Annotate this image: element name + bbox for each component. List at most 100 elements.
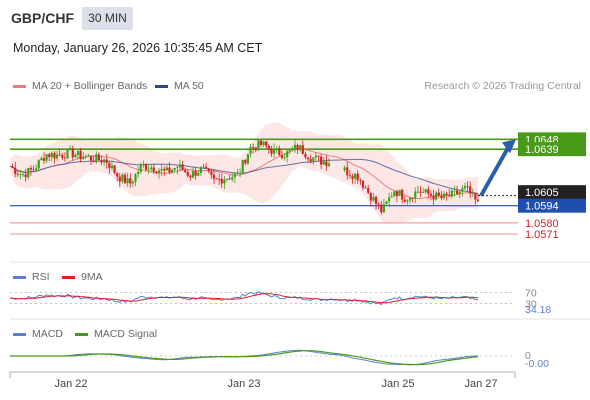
candle-body	[173, 168, 176, 170]
legend-rsi-ma: 9MA	[62, 271, 103, 283]
candle-body	[176, 167, 179, 169]
symbol-title: GBP/CHF	[11, 10, 74, 26]
candle-body	[129, 178, 132, 184]
candle-body	[66, 149, 69, 159]
candle-body	[74, 155, 77, 158]
legend-ma20: MA 20 + Bollinger Bands	[13, 80, 147, 92]
candle-body	[199, 166, 202, 173]
candle-body	[312, 157, 315, 162]
legend-macd: MACD	[13, 328, 63, 340]
legend-label-rsi-ma: 9MA	[81, 271, 103, 283]
candle-body	[419, 191, 422, 193]
candle-body	[411, 197, 414, 199]
forecast-arrowhead	[502, 139, 516, 154]
candle-body	[155, 171, 158, 174]
candle-body	[82, 157, 85, 160]
candle-body	[63, 157, 67, 159]
candle-body	[40, 158, 43, 161]
candle-body	[252, 146, 255, 148]
candle-body	[50, 152, 53, 158]
legend-macd-signal: MACD Signal	[75, 328, 157, 340]
legend-swatch-rsi-ma	[62, 275, 75, 279]
candle-body	[424, 189, 427, 193]
candle-body	[207, 168, 210, 172]
candle-body	[406, 200, 409, 202]
candle-body	[194, 171, 197, 176]
candle-body	[165, 167, 168, 171]
candle-body	[272, 148, 276, 154]
rsi-value-label: 34.18	[525, 304, 551, 316]
candle-body	[445, 193, 448, 196]
candle-body	[95, 154, 98, 163]
candle-body	[110, 165, 114, 169]
candle-body	[267, 145, 270, 149]
candle-body	[14, 167, 17, 174]
candle-body	[228, 178, 231, 180]
candle-body	[100, 160, 103, 163]
candle-body	[380, 204, 383, 213]
candle-body	[244, 159, 247, 164]
candle-body	[142, 163, 145, 165]
candle-body	[469, 186, 472, 194]
candle-body	[157, 170, 161, 174]
candle-body	[189, 175, 192, 178]
macd-line	[10, 349, 478, 366]
candle-body	[218, 178, 221, 180]
legend-label-macd: MACD	[32, 328, 63, 340]
candle-body	[461, 188, 464, 192]
candle-body	[471, 192, 474, 194]
candle-body	[181, 164, 184, 171]
candle-body	[432, 195, 435, 200]
candle-body	[45, 154, 48, 161]
candle-body	[474, 192, 477, 200]
candle-body	[184, 170, 187, 173]
price-levels-layer	[10, 138, 518, 235]
candle-body	[113, 165, 116, 174]
candle-body	[280, 155, 284, 158]
candle-body	[61, 155, 64, 158]
timeframe-button[interactable]: 30 MIN	[82, 7, 133, 30]
x-tick-4: Jan 27	[464, 378, 497, 390]
candle-body	[116, 173, 119, 177]
candle-body	[442, 193, 446, 199]
x-tick-3: Jan 25	[381, 378, 414, 390]
candle-body	[11, 166, 14, 168]
candle-body	[408, 197, 412, 201]
candle-body	[126, 178, 129, 184]
candle-body	[241, 159, 244, 173]
candle-body	[58, 154, 61, 156]
candle-body	[89, 156, 93, 161]
candle-body	[458, 191, 461, 194]
candle-body	[246, 153, 250, 164]
candle-body	[325, 161, 328, 166]
price-label-current: 1.0594	[525, 201, 559, 213]
legend-swatch-macd-signal	[75, 332, 88, 336]
price-label-support-1: 1.0580	[525, 218, 559, 230]
candle-body	[37, 160, 40, 169]
candle-body	[92, 160, 95, 163]
candle-body	[291, 148, 294, 150]
legend-swatch-ma20	[13, 84, 26, 88]
candlestick-layer	[11, 139, 480, 215]
candle-body	[215, 178, 218, 180]
legend-ma50: MA 50	[155, 80, 204, 92]
candle-body	[79, 150, 82, 160]
candle-body	[160, 168, 163, 171]
candle-body	[401, 189, 404, 200]
candle-body	[359, 180, 362, 181]
candle-body	[238, 172, 242, 174]
candle-body	[103, 159, 106, 163]
candle-body	[346, 167, 349, 176]
candle-body	[450, 190, 453, 197]
candle-body	[476, 199, 480, 202]
candle-body	[212, 174, 216, 179]
timestamp: Monday, January 26, 2026 10:35:45 AM CET	[13, 41, 263, 55]
price-label-last: 1.0605	[525, 187, 559, 199]
candle-body	[163, 168, 166, 171]
macd-value-label: -0.00	[525, 358, 549, 370]
candle-body	[139, 164, 142, 173]
candle-body	[32, 169, 35, 171]
candle-body	[314, 155, 317, 158]
